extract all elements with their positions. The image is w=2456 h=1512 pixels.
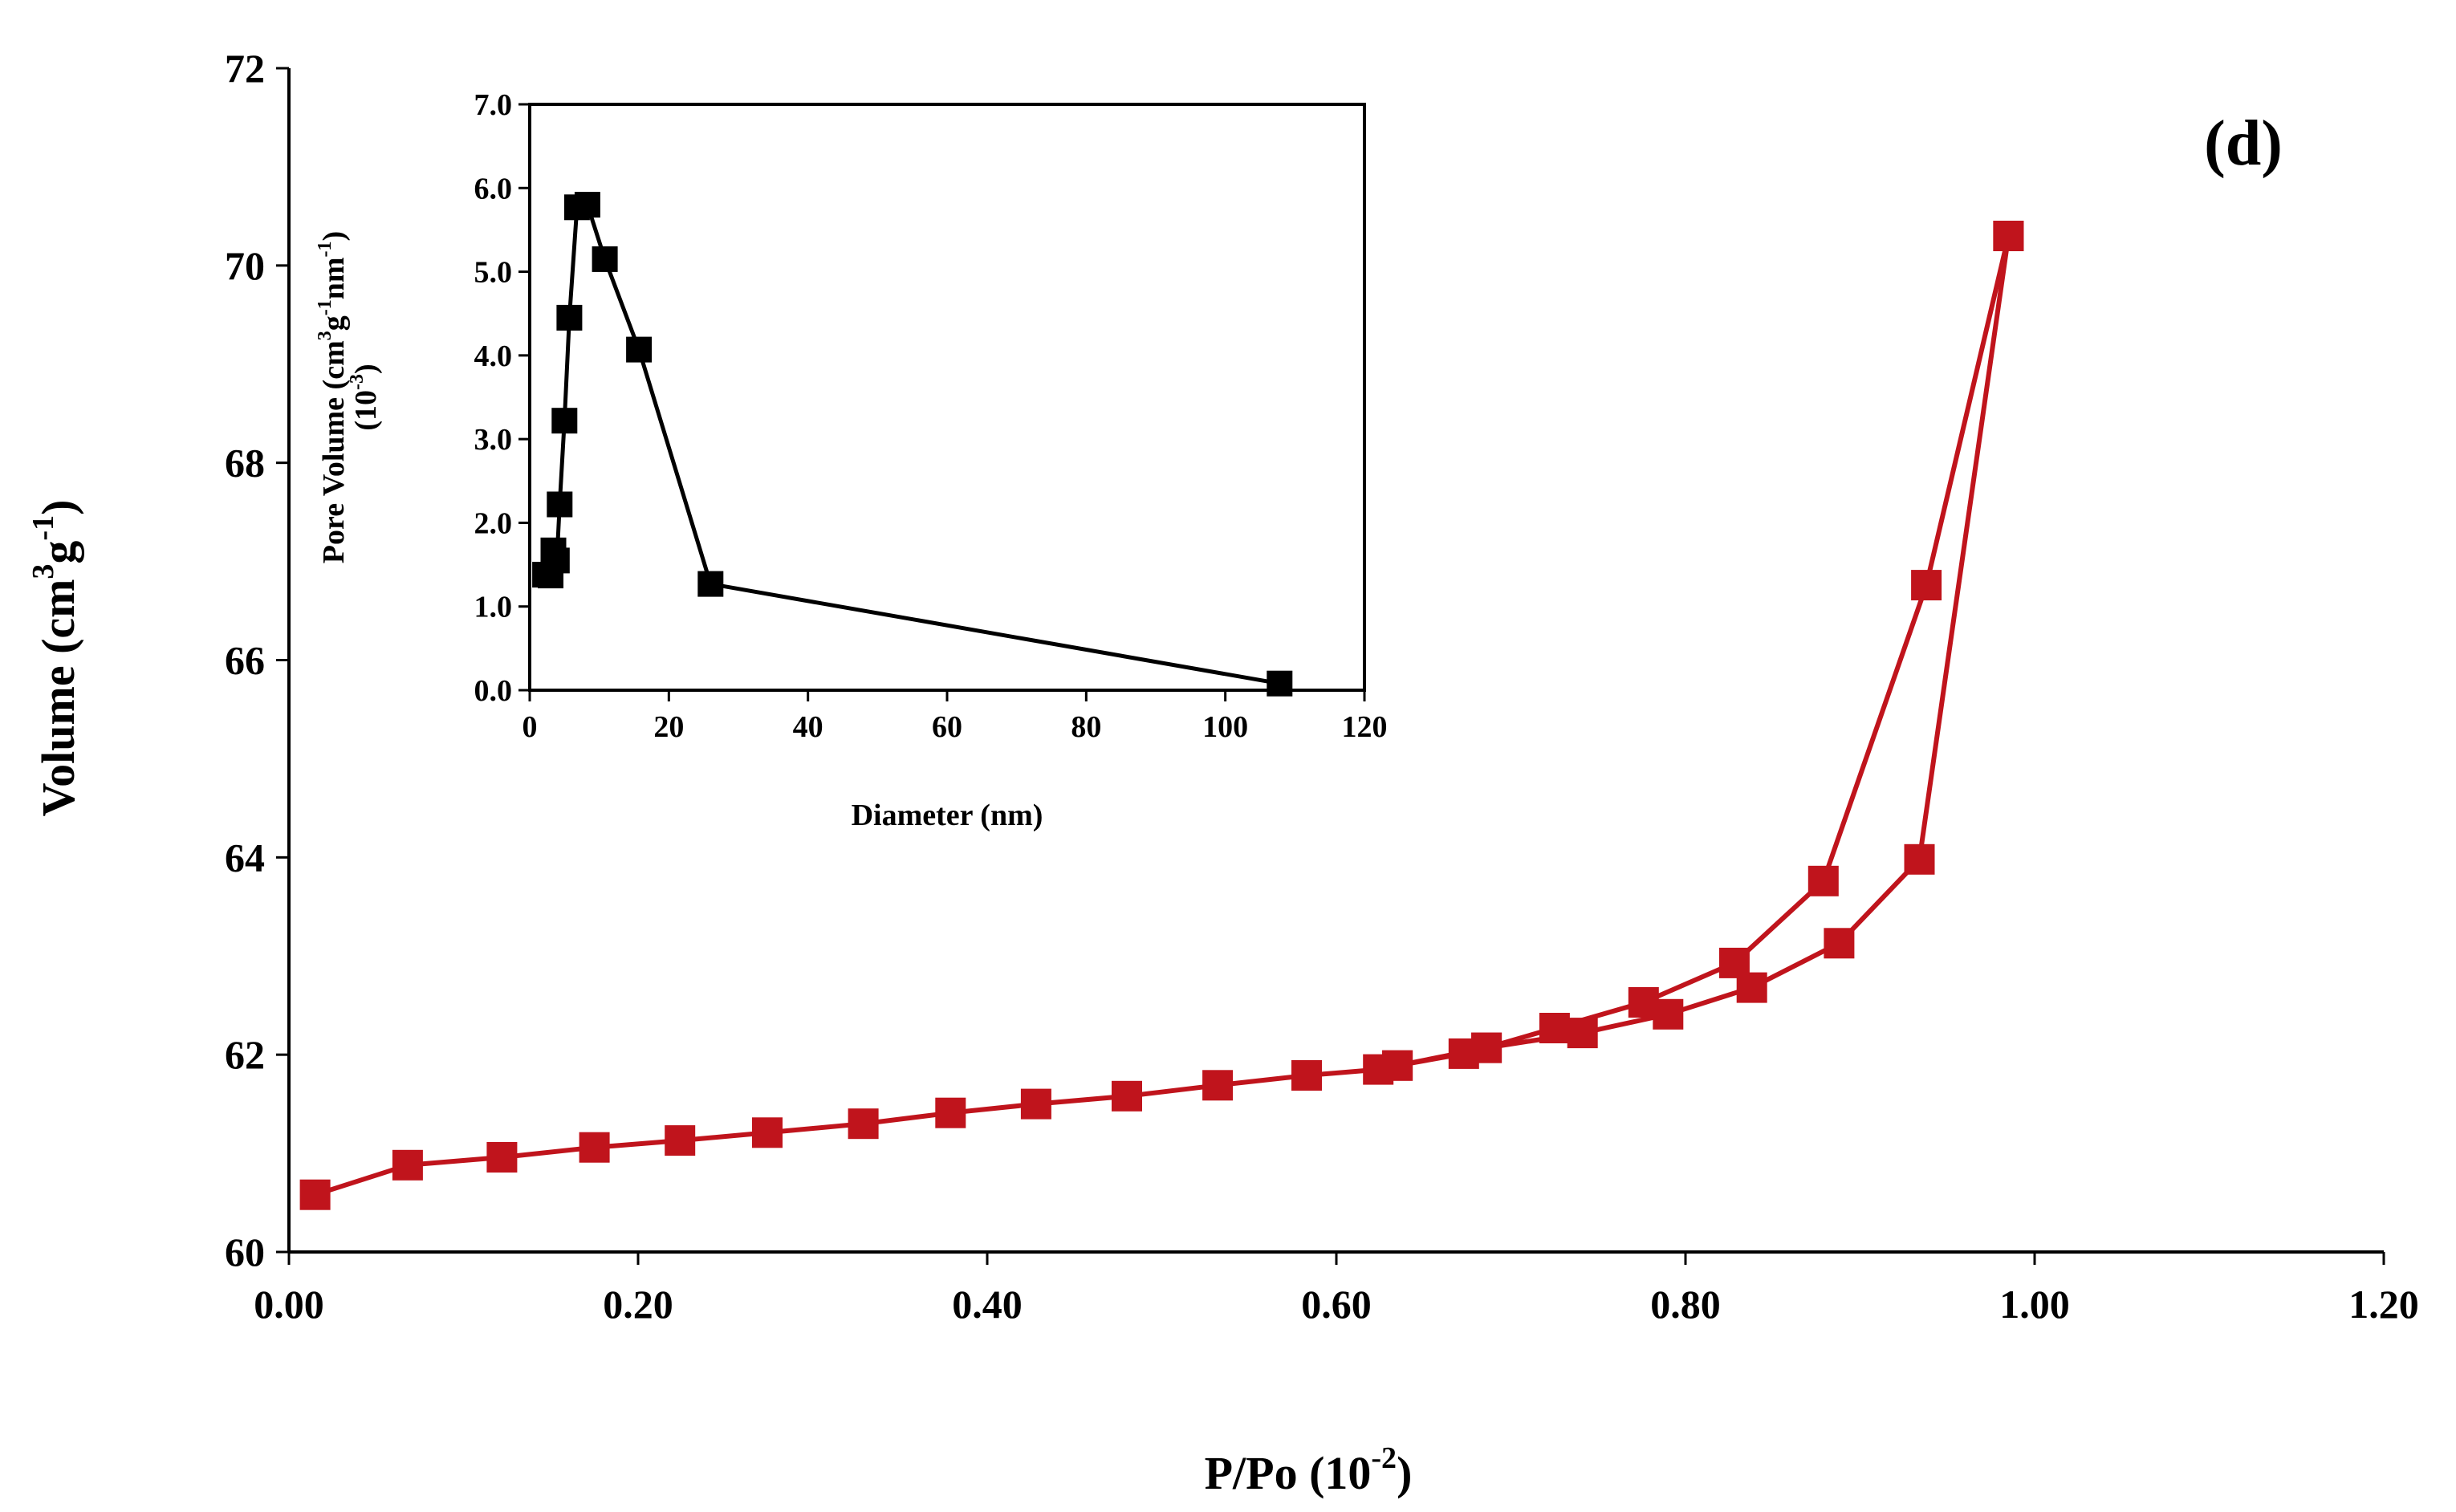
main-data-point bbox=[1567, 1018, 1598, 1049]
main-data-point bbox=[1911, 570, 1942, 601]
main-x-tick-label: 0.60 bbox=[1301, 1282, 1372, 1327]
inset-data-point bbox=[592, 246, 618, 272]
main-y-tick-label: 68 bbox=[225, 441, 265, 486]
main-data-point bbox=[1718, 947, 1750, 978]
main-x-tick-label: 1.00 bbox=[1999, 1282, 2070, 1327]
main-data-point bbox=[665, 1125, 696, 1156]
main-data-point bbox=[392, 1149, 423, 1181]
inset-data-point bbox=[547, 491, 573, 518]
inset-data-point bbox=[543, 547, 570, 574]
main-data-point bbox=[1020, 1088, 1051, 1120]
inset-data-markers bbox=[532, 192, 1293, 697]
main-x-tick-label: 0.20 bbox=[603, 1282, 673, 1327]
main-x-tick-label: 0.80 bbox=[1650, 1282, 1721, 1327]
main-data-point bbox=[1539, 1013, 1570, 1043]
main-data-point bbox=[1993, 221, 2024, 251]
main-y-tick-label: 72 bbox=[225, 46, 265, 91]
main-y-tick-label: 60 bbox=[225, 1230, 265, 1274]
main-y-tick-labels: 60 62 64 66 68 70 72 bbox=[225, 46, 265, 1274]
main-data-point bbox=[935, 1097, 966, 1128]
inset-y-tick-label: 3.0 bbox=[474, 423, 513, 457]
inset-data-point bbox=[697, 571, 724, 597]
main-data-point bbox=[1202, 1070, 1234, 1101]
inset-y-tick-label: 6.0 bbox=[474, 172, 513, 205]
inset-x-tick-label: 40 bbox=[793, 710, 823, 744]
main-data-point bbox=[752, 1117, 783, 1148]
inset-data-point bbox=[551, 408, 578, 434]
inset-pore-size-chart: 0 20 40 60 80 100 120 0.0 1.0 2.0 3.0 4.0 5.0 6.0 7.0… bbox=[315, 88, 1388, 832]
main-y-axis-title: Volume (cm3g-1) bbox=[26, 500, 84, 817]
main-x-tick-label: 0.00 bbox=[254, 1282, 324, 1327]
inset-y-tick-labels: 0.0 1.0 2.0 3.0 4.0 5.0 6.0 7.0 bbox=[474, 88, 513, 708]
inset-plot-frame bbox=[528, 103, 1366, 692]
inset-data-point bbox=[574, 192, 600, 218]
inset-x-axis-title: Diameter (nm) bbox=[852, 799, 1043, 832]
main-isotherm-chart: 0.00 0.20 0.40 0.60 0.80 1.00 1.20 60626466687… bbox=[26, 46, 2419, 1499]
inset-y-axis-title-line2: (10-3) bbox=[347, 364, 383, 430]
inset-data-point bbox=[1267, 670, 1293, 697]
main-data-markers bbox=[299, 221, 2024, 1210]
inset-y-tick-label: 2.0 bbox=[474, 506, 513, 540]
main-series-line-adsorption bbox=[314, 235, 2011, 1197]
inset-x-tick-label: 0 bbox=[523, 710, 538, 744]
main-x-tick-label: 0.40 bbox=[952, 1282, 1023, 1327]
inset-plot-frame-background bbox=[530, 104, 1364, 690]
main-y-tick-label: 62 bbox=[225, 1032, 265, 1077]
main-data-point bbox=[1904, 843, 1935, 875]
main-y-tick-label: 70 bbox=[225, 243, 265, 288]
main-data-point bbox=[579, 1132, 610, 1163]
main-data-point bbox=[299, 1179, 331, 1210]
inset-data-point bbox=[626, 336, 653, 363]
inset-data-point bbox=[556, 304, 583, 331]
main-data-point bbox=[1382, 1050, 1413, 1081]
main-x-axis-title: P/Po (10-2) bbox=[1205, 1441, 1413, 1499]
main-data-point bbox=[1291, 1060, 1322, 1091]
main-data-point bbox=[1112, 1080, 1142, 1112]
inset-y-tick-label: 7.0 bbox=[474, 88, 513, 122]
inset-y-tick-label: 0.0 bbox=[474, 674, 513, 708]
main-y-tick-label: 66 bbox=[225, 638, 265, 683]
main-data-point bbox=[1824, 928, 1855, 959]
main-x-tick-label: 1.20 bbox=[2348, 1282, 2419, 1327]
main-data-point bbox=[1628, 987, 1659, 1018]
inset-x-tick-label: 120 bbox=[1342, 710, 1388, 744]
panel-label: (d) bbox=[2204, 108, 2283, 179]
inset-x-tick-label: 20 bbox=[653, 710, 684, 744]
inset-y-axis-title-line1: Pore Volume (cm3g-1nm-1) bbox=[315, 231, 351, 563]
inset-x-tick-label: 100 bbox=[1202, 710, 1248, 744]
inset-x-tick-labels: 0 20 40 60 80 100 120 bbox=[523, 710, 1388, 744]
main-y-tick-label: 64 bbox=[225, 835, 265, 880]
inset-x-tick-label: 60 bbox=[932, 710, 962, 744]
main-data-point bbox=[848, 1108, 879, 1140]
inset-y-tick-label: 5.0 bbox=[474, 256, 513, 290]
inset-y-tick-label: 4.0 bbox=[474, 339, 513, 373]
main-data-point bbox=[486, 1142, 518, 1173]
inset-axis-ticks bbox=[518, 103, 1366, 701]
main-axis-ticks bbox=[276, 67, 2385, 1265]
main-x-tick-labels: 0.00 0.20 0.40 0.60 0.80 1.00 1.20 bbox=[254, 1282, 2419, 1327]
main-data-point bbox=[1807, 865, 1839, 896]
main-data-point bbox=[1471, 1032, 1502, 1063]
inset-y-tick-label: 1.0 bbox=[474, 591, 513, 624]
inset-x-tick-label: 80 bbox=[1071, 710, 1101, 744]
